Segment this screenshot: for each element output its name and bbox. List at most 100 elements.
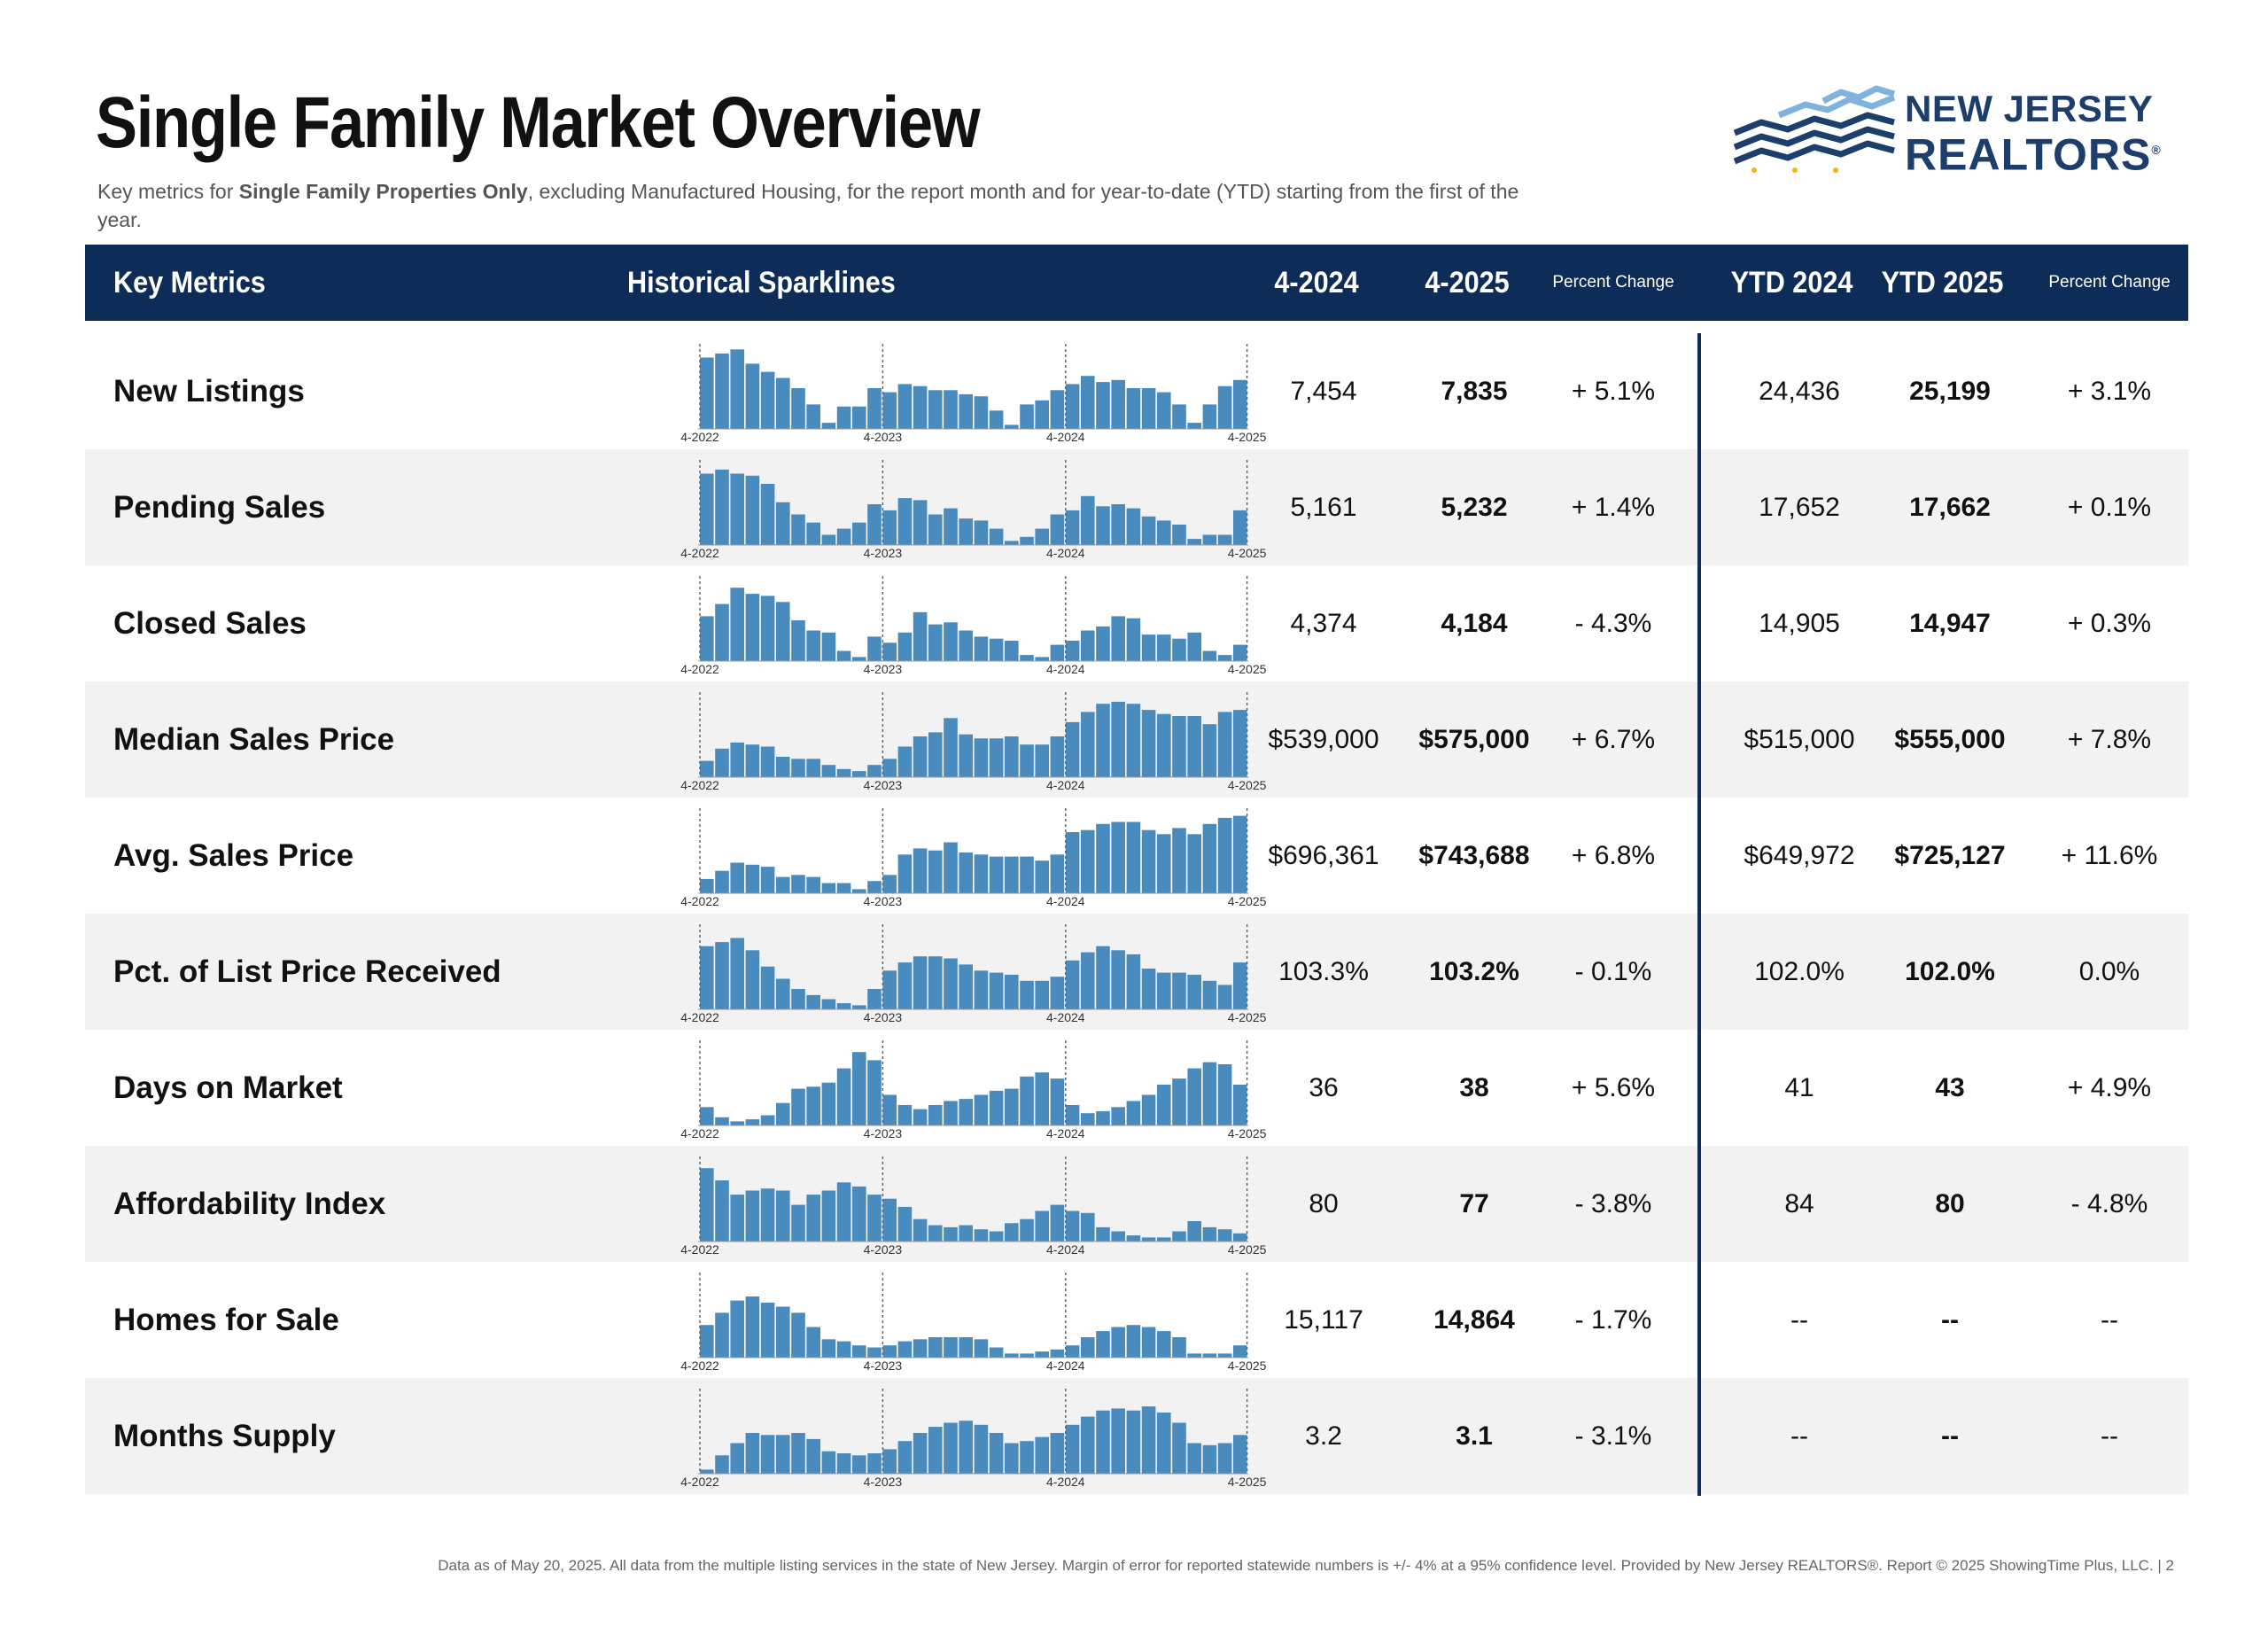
sparkline-bar	[1050, 736, 1065, 777]
sparkline-bar	[1005, 1353, 1019, 1358]
sparkline-bar	[989, 856, 1004, 893]
value-2025: 77	[1459, 1189, 1489, 1218]
sparkline-bar	[944, 1422, 958, 1474]
sparkline-bar	[1141, 1327, 1156, 1358]
footer-note: Data as of May 20, 2025. All data from t…	[438, 1557, 2174, 1574]
sparkline: 4-2022 4-2023 4-2024 4-2025	[680, 1156, 1267, 1257]
value-2025: $575,000	[1418, 725, 1530, 754]
ytd-percent-change: 0.0%	[2078, 957, 2140, 986]
sparkline-bar	[928, 1337, 943, 1358]
header-ytd-percent-change: Percent Change	[2048, 273, 2171, 292]
sparkline-bar	[1217, 1064, 1232, 1125]
table-row: Homes for Sale 4-2022 4-2023 4-2024 4-2025 15…	[85, 1262, 2188, 1378]
sparkline-bar	[1065, 1345, 1080, 1358]
percent-change: - 0.1%	[1574, 957, 1652, 986]
percent-change: - 3.8%	[1574, 1189, 1652, 1218]
sparkline-bar	[944, 1226, 958, 1242]
sparkline-bar	[1217, 655, 1232, 661]
sparkline-bar	[867, 1195, 882, 1242]
value-2025: 14,864	[1433, 1305, 1515, 1335]
ytd-2025: $725,127	[1894, 841, 2006, 870]
sparkline-bar	[1141, 1237, 1156, 1242]
sparkline-bar	[944, 390, 958, 429]
sparkline-bar	[882, 759, 897, 777]
ytd-2025: 14,947	[1909, 609, 1991, 638]
metric-label: Homes for Sale	[113, 1303, 339, 1337]
sparkline-bar	[959, 1099, 973, 1125]
sparkline-bar	[852, 771, 866, 777]
ytd-2025: 25,199	[1909, 377, 1991, 406]
sparkline-bar	[1050, 1433, 1065, 1474]
sparkline-axis-label: 4-2025	[1228, 1242, 1267, 1257]
sparkline-bar	[1081, 829, 1095, 893]
sparkline-bar	[928, 956, 943, 1009]
sparkline-bar	[760, 1435, 775, 1474]
sparkline-axis-label: 4-2023	[864, 430, 903, 444]
sparkline-bar	[959, 1337, 973, 1358]
sparkline-bar	[1081, 1113, 1095, 1125]
sparkline-bar	[1157, 392, 1171, 429]
sparkline-bar	[1217, 534, 1232, 545]
sparkline-bar	[776, 1102, 790, 1125]
sparkline-bar	[852, 657, 866, 661]
sparkline-bar	[715, 870, 729, 893]
sparkline-bar	[745, 475, 760, 545]
sparkline-bar	[989, 1090, 1004, 1125]
sparkline-bar	[1035, 744, 1049, 777]
sparkline-bar	[1157, 713, 1171, 777]
sparkline-bar	[913, 848, 928, 893]
sparkline-bar	[836, 883, 851, 893]
logo-wordmark: NEW JERSEY REALTORS®	[1905, 88, 2162, 180]
value-2024: $539,000	[1268, 725, 1379, 754]
sparkline-bar	[1096, 704, 1110, 777]
sparkline-bar	[1126, 1101, 1141, 1125]
sparkline-bar	[867, 1060, 882, 1125]
header-sparklines: Historical Sparklines	[627, 266, 896, 300]
ytd-percent-change: + 3.1%	[2067, 377, 2152, 406]
sparkline-axis-label: 4-2025	[1228, 1475, 1267, 1489]
sparkline-bar	[928, 1427, 943, 1474]
sparkline-bar	[928, 624, 943, 661]
ytd-2025: 43	[1935, 1073, 1965, 1102]
header-percent-change: Percent Change	[1552, 273, 1674, 292]
sparkline-bar	[867, 989, 882, 1009]
sparkline-bar	[730, 938, 744, 1009]
sparkline-bar	[852, 1455, 866, 1474]
sparkline-bar	[944, 842, 958, 893]
sparkline-bar	[836, 1182, 851, 1242]
sparkline-bar	[974, 1424, 989, 1474]
sparkline-bar	[1202, 650, 1217, 661]
sparkline-bar	[1050, 644, 1065, 661]
sparkline-bar	[760, 966, 775, 1009]
percent-change: - 1.7%	[1574, 1305, 1652, 1335]
sparkline-bar	[1096, 823, 1110, 893]
sparkline-bar	[700, 1325, 714, 1358]
sparkline-bar	[745, 950, 760, 1009]
sparkline-bar	[1111, 1327, 1125, 1358]
ytd-percent-change: --	[2101, 1421, 2118, 1451]
sparkline-bar	[760, 484, 775, 545]
sparkline-axis-label: 4-2023	[864, 1475, 903, 1489]
sparkline-bar	[928, 390, 943, 429]
percent-change: + 6.7%	[1571, 725, 1656, 754]
sparkline-bar	[852, 889, 866, 893]
sparkline-bar	[791, 1433, 805, 1474]
sparkline-axis-label: 4-2025	[1228, 1358, 1267, 1373]
sparkline-bar	[836, 768, 851, 777]
sparkline-bar	[821, 999, 836, 1009]
sparkline-bar	[700, 1168, 714, 1242]
sparkline-bar	[989, 972, 1004, 1009]
sparkline-bar	[1005, 856, 1019, 893]
ytd-2024: $649,972	[1744, 841, 1855, 870]
sparkline-bar	[897, 498, 913, 545]
sparkline-bar	[821, 1339, 836, 1358]
sparkline-bar	[974, 1094, 989, 1125]
sparkline-bar	[1065, 832, 1080, 893]
sparkline-bar	[821, 534, 836, 545]
sparkline-bar	[1081, 1337, 1095, 1358]
metric-label: Months Supply	[113, 1419, 336, 1453]
sparkline-bar	[852, 1186, 866, 1242]
value-2025: 103.2%	[1429, 957, 1519, 986]
sparkline-bar	[1157, 634, 1171, 661]
sparkline-bar	[1050, 854, 1065, 893]
